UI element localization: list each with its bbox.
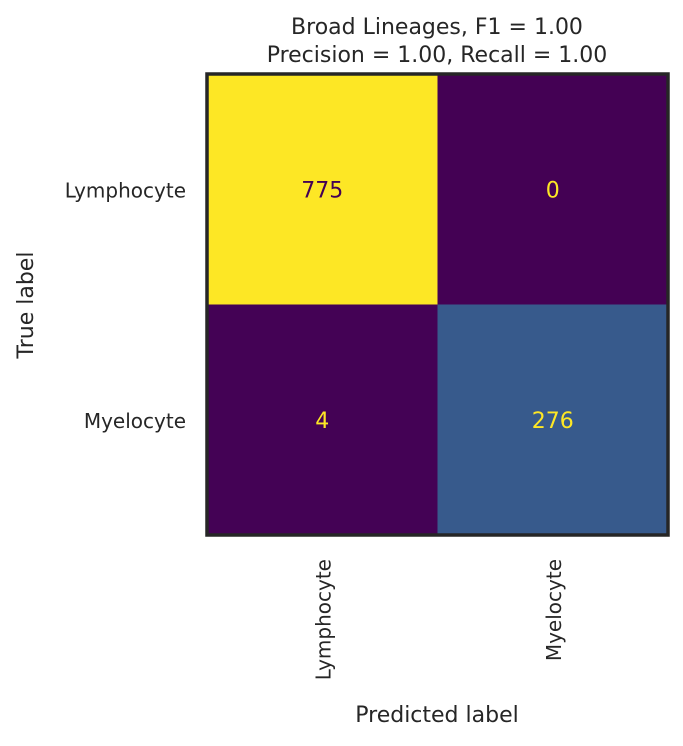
matrix-cell-value: 276	[532, 409, 574, 434]
matrix-cell-value: 775	[301, 178, 343, 203]
matrix-cell	[437, 74, 669, 305]
y-tick-label: Myelocyte	[84, 409, 186, 433]
x-axis-label: Predicted label	[355, 703, 518, 728]
matrix-cells	[207, 74, 669, 536]
matrix-cell-value: 0	[546, 178, 560, 203]
x-tick-label: Myelocyte	[542, 559, 566, 661]
y-tick-label: Lymphocyte	[65, 178, 186, 202]
matrix-cell-value: 4	[315, 409, 329, 434]
x-tick-label: Lymphocyte	[311, 559, 335, 680]
chart-title-line-1: Broad Lineages, F1 = 1.00	[291, 15, 583, 40]
matrix-cell	[207, 304, 438, 536]
x-tick-labels: Lymphocyte Myelocyte	[311, 559, 566, 680]
chart-title-line-2: Precision = 1.00, Recall = 1.00	[267, 43, 608, 68]
matrix-cell	[207, 74, 438, 305]
y-axis-label: True label	[14, 252, 39, 360]
matrix-cell	[437, 304, 669, 536]
matrix-cell-labels: 775 0 4 276	[301, 178, 574, 434]
y-tick-labels: Lymphocyte Myelocyte	[65, 178, 186, 433]
plot-frame	[205, 72, 670, 537]
